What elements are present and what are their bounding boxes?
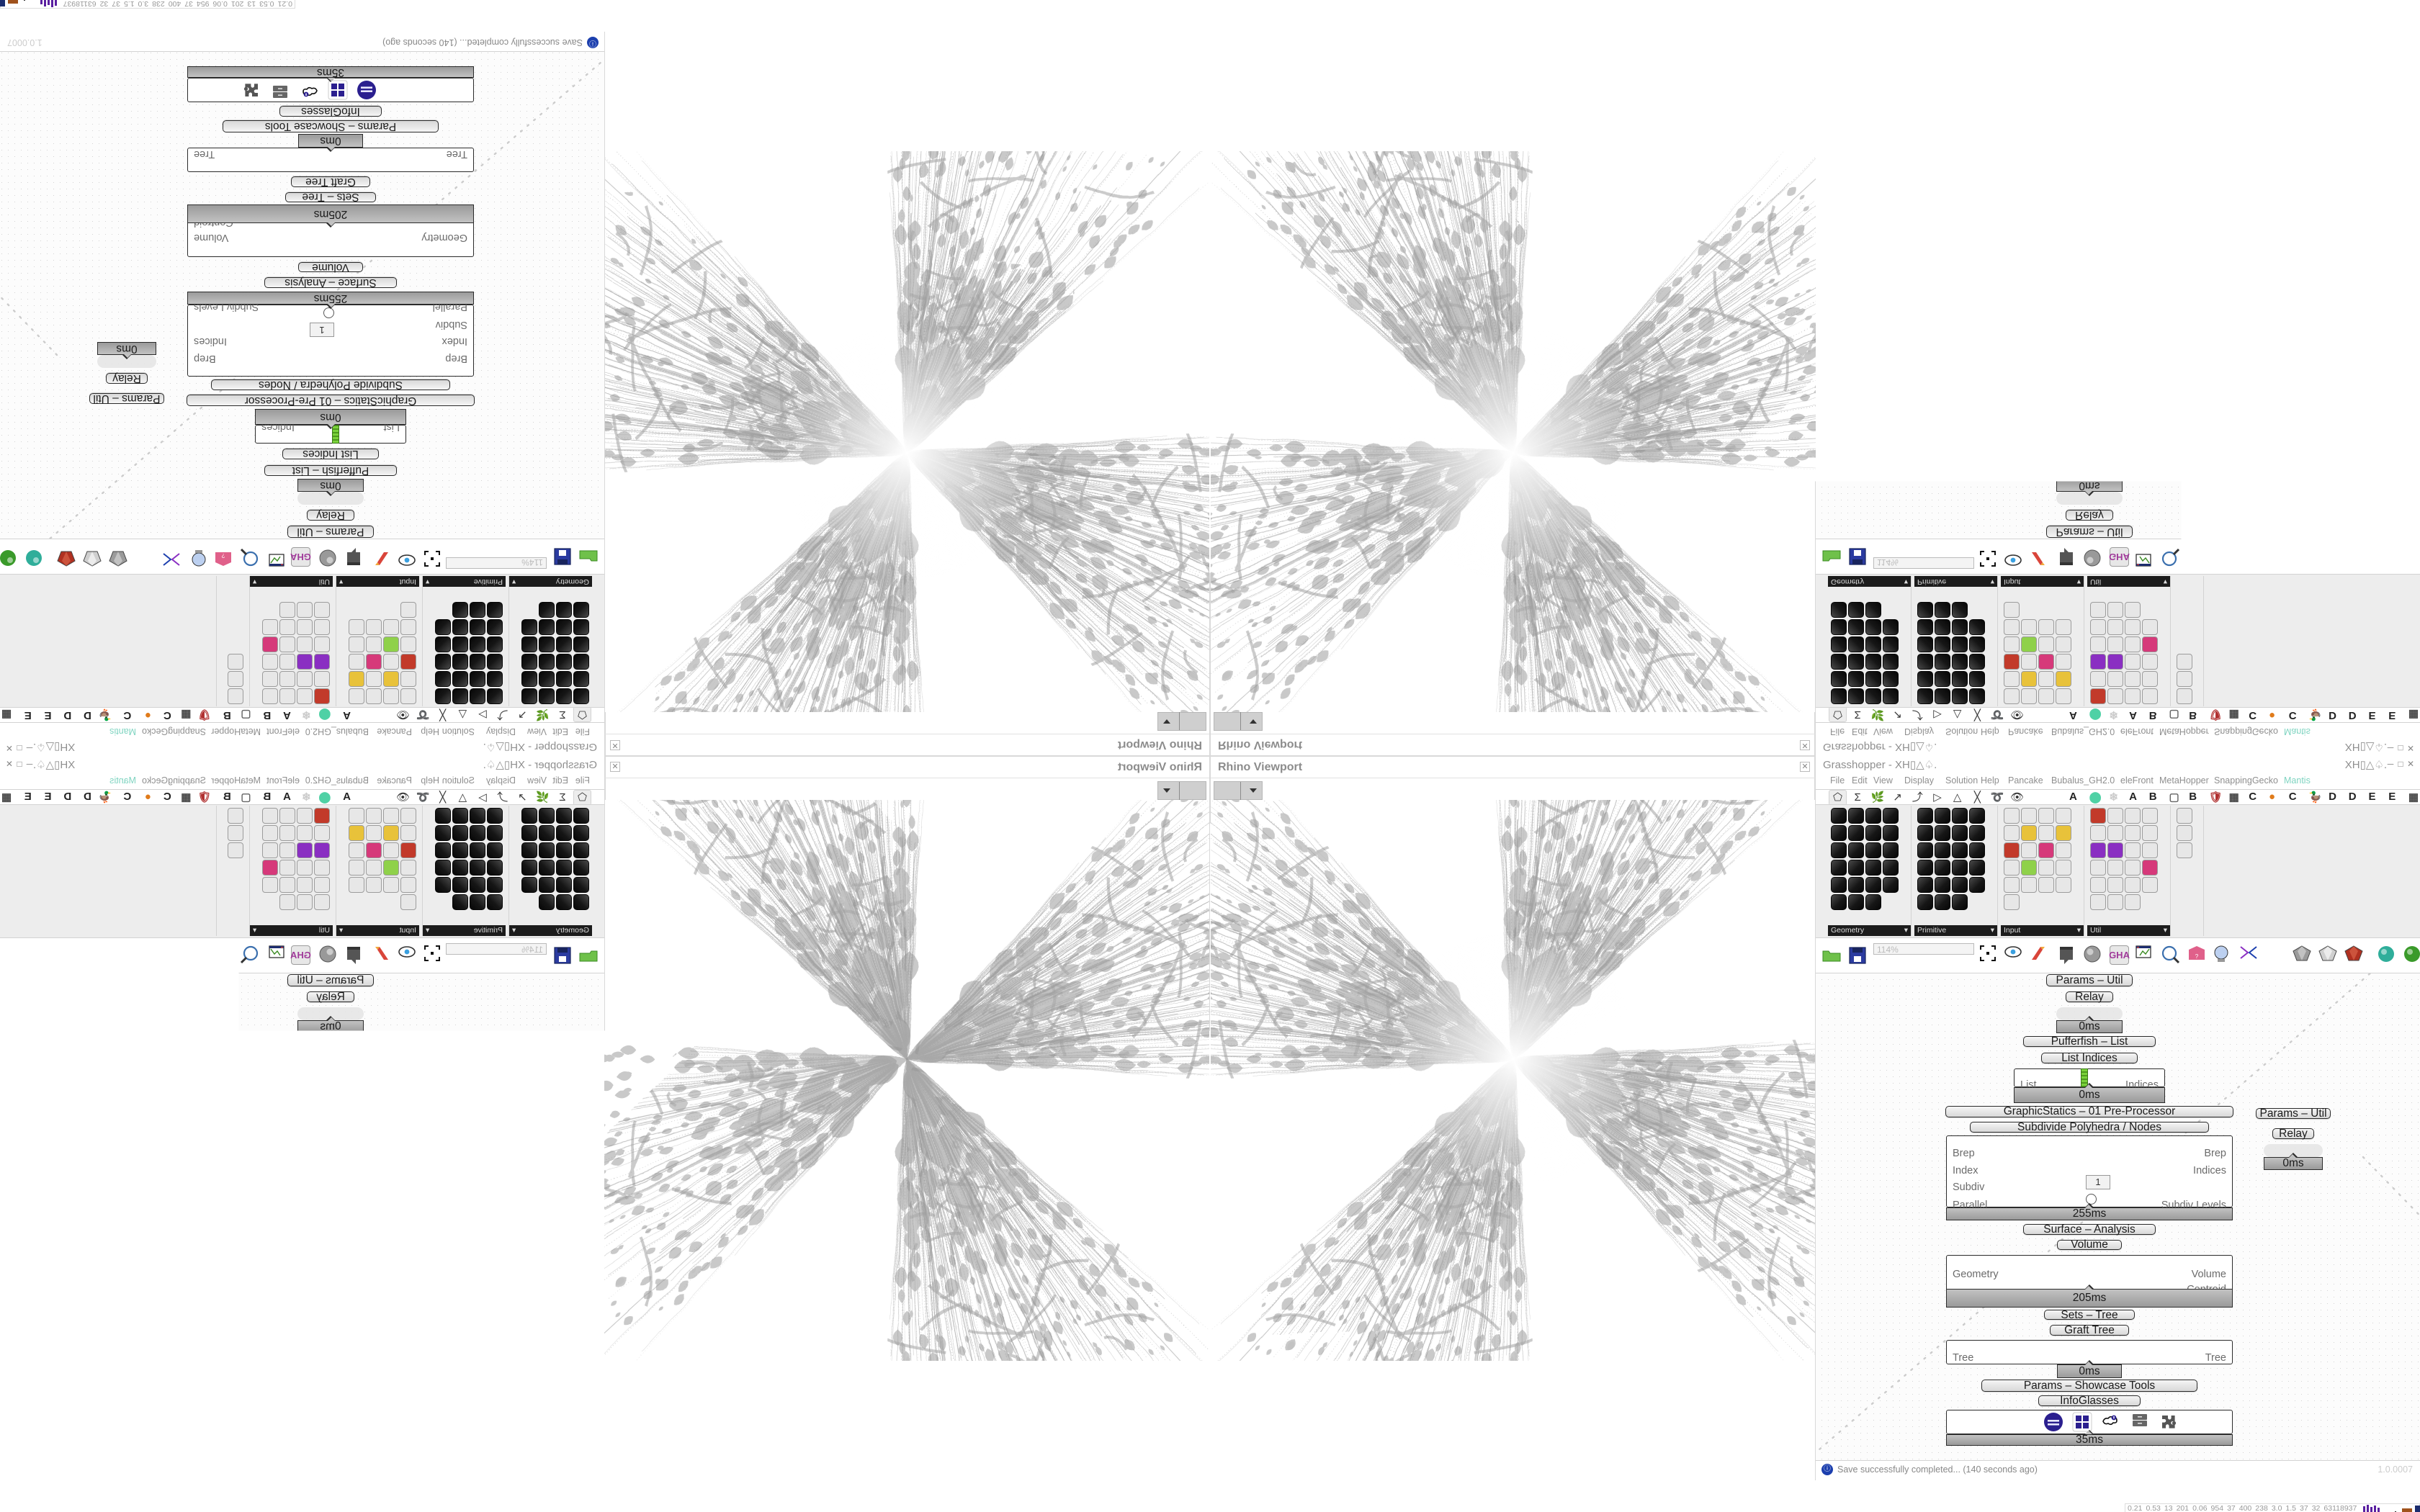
svg-text:?: ? (221, 953, 225, 960)
svg-text:?: ? (2195, 552, 2199, 559)
svg-text:64: 64 (1139, 1498, 1144, 1504)
svg-text:?: ? (2195, 953, 2199, 960)
svg-text:64: 64 (1276, 8, 1281, 14)
svg-text:64: 64 (1276, 1498, 1281, 1504)
